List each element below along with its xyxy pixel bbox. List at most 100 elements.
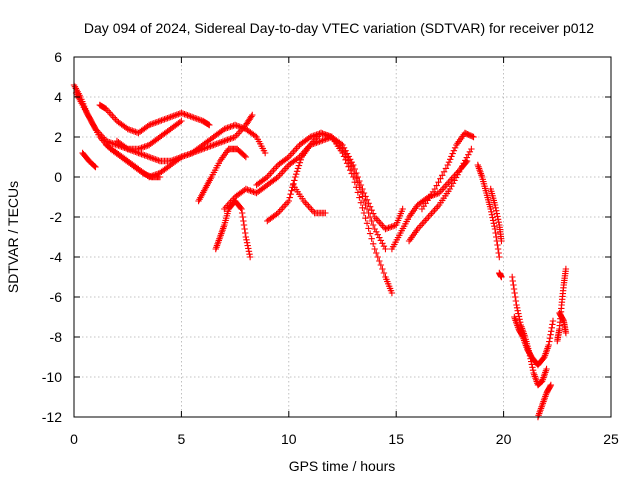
data-point bbox=[91, 162, 98, 170]
data-point bbox=[515, 310, 522, 317]
grid-lines bbox=[74, 57, 611, 417]
data-point bbox=[129, 127, 136, 134]
data-point bbox=[351, 165, 358, 173]
data-point bbox=[549, 321, 556, 328]
data-point bbox=[494, 213, 501, 220]
data-point bbox=[440, 168, 448, 176]
data-point bbox=[457, 165, 464, 173]
data-point bbox=[340, 144, 348, 152]
data-point bbox=[511, 289, 518, 297]
data-point bbox=[127, 126, 134, 134]
data-point bbox=[222, 125, 230, 132]
data-point bbox=[450, 147, 458, 154]
data-point bbox=[356, 177, 363, 185]
data-point bbox=[205, 143, 213, 150]
data-point bbox=[238, 124, 245, 131]
data-point bbox=[382, 245, 389, 253]
data-point bbox=[496, 253, 503, 261]
data-point bbox=[460, 160, 467, 167]
data-point bbox=[273, 174, 280, 182]
data-point bbox=[216, 139, 223, 146]
data-point bbox=[246, 253, 254, 261]
data-point bbox=[399, 205, 406, 213]
data-point bbox=[545, 341, 552, 349]
data-point bbox=[345, 163, 352, 170]
y-tick-label: -12 bbox=[42, 409, 62, 425]
data-point bbox=[181, 110, 188, 118]
data-point bbox=[152, 119, 159, 126]
data-point bbox=[178, 153, 185, 161]
data-point bbox=[383, 225, 391, 232]
data-point bbox=[185, 112, 193, 120]
data-point bbox=[363, 220, 371, 227]
data-point bbox=[359, 185, 366, 193]
data-point bbox=[562, 265, 570, 273]
data-point bbox=[356, 194, 363, 201]
data-point bbox=[147, 173, 154, 180]
data-point bbox=[449, 180, 457, 187]
data-point bbox=[291, 177, 298, 184]
data-point bbox=[466, 148, 474, 156]
data-point bbox=[243, 239, 251, 246]
data-point bbox=[437, 175, 444, 182]
series-arc8 bbox=[212, 197, 254, 261]
data-points bbox=[70, 81, 570, 421]
data-point bbox=[368, 235, 375, 242]
y-tick-label: 0 bbox=[54, 169, 62, 185]
data-point bbox=[284, 154, 291, 162]
data-point bbox=[222, 137, 230, 144]
data-point bbox=[145, 153, 153, 161]
data-point bbox=[248, 188, 256, 195]
data-point bbox=[238, 209, 246, 217]
data-point bbox=[362, 214, 369, 222]
data-point bbox=[246, 250, 253, 258]
data-point bbox=[469, 133, 476, 140]
data-point bbox=[244, 242, 251, 249]
data-point bbox=[491, 222, 498, 230]
data-point bbox=[353, 169, 360, 177]
data-point bbox=[242, 153, 250, 161]
data-point bbox=[365, 225, 372, 232]
data-point bbox=[452, 174, 460, 181]
data-point bbox=[138, 150, 145, 158]
data-point bbox=[139, 151, 147, 158]
data-point bbox=[489, 217, 497, 224]
data-point bbox=[465, 151, 472, 158]
data-point bbox=[376, 257, 383, 265]
data-point bbox=[245, 248, 253, 255]
data-point bbox=[447, 156, 454, 163]
data-point bbox=[513, 301, 520, 309]
data-point bbox=[444, 161, 451, 169]
data-point bbox=[435, 178, 442, 186]
data-point bbox=[227, 123, 234, 130]
data-point bbox=[182, 152, 190, 159]
series-arc4 bbox=[96, 101, 213, 137]
data-point bbox=[187, 113, 194, 120]
data-point bbox=[224, 136, 231, 144]
data-point bbox=[512, 293, 519, 301]
data-point bbox=[490, 220, 497, 227]
data-point bbox=[238, 205, 245, 213]
data-point bbox=[388, 223, 395, 230]
data-point bbox=[242, 229, 249, 237]
data-point bbox=[369, 221, 377, 229]
series-arc19 bbox=[508, 273, 550, 389]
data-point bbox=[546, 338, 553, 345]
data-point bbox=[549, 317, 557, 325]
data-point bbox=[325, 132, 332, 140]
data-point bbox=[519, 332, 526, 340]
data-point bbox=[124, 125, 131, 133]
data-point bbox=[346, 166, 354, 174]
data-point bbox=[248, 113, 255, 120]
data-point bbox=[379, 240, 386, 247]
data-point bbox=[528, 361, 536, 368]
data-point bbox=[221, 125, 228, 133]
data-point bbox=[463, 154, 470, 161]
data-point bbox=[150, 155, 157, 162]
data-point bbox=[373, 228, 380, 236]
data-point bbox=[385, 224, 392, 232]
data-point bbox=[247, 187, 254, 194]
x-tick-label: 25 bbox=[603, 431, 619, 447]
data-point bbox=[516, 316, 523, 323]
data-point bbox=[219, 138, 227, 145]
